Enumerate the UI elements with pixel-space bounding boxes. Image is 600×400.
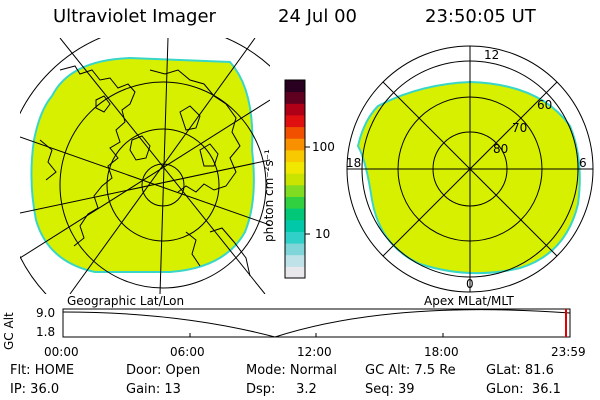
status-ip: IP: 36.0 [10, 382, 60, 397]
mlt-label-18: 18 [346, 156, 362, 170]
colorbar-band [285, 103, 305, 116]
colorbar-band [285, 208, 305, 221]
colorbar-band [285, 138, 305, 151]
mlt-label-12: 12 [484, 48, 500, 62]
mlt-label-0: 0 [466, 277, 474, 291]
colorbar-band [285, 196, 305, 209]
colorbar-band [285, 80, 305, 93]
status-gain: Gain: 13 [126, 382, 181, 397]
status-mode: Mode: Normal [246, 363, 337, 378]
colorbar-band [285, 184, 305, 197]
colorbar-unit-label: photon cm⁻²s⁻¹ [262, 149, 276, 242]
colorbar-tick-10: 10 [315, 227, 331, 241]
altitude-ylabel: GC Alt [2, 312, 16, 350]
mlt-label-6: 6 [579, 156, 587, 170]
altitude-ytick-high: 9.0 [36, 306, 56, 320]
altitude-xtick-2: 12:00 [297, 345, 332, 359]
altitude-xtick-0: 00:00 [44, 345, 79, 359]
time-label: 23:50:05 UT [425, 6, 536, 27]
status-flight: Flt: HOME [10, 363, 75, 378]
status-seq: Seq: 39 [365, 382, 415, 397]
colorbar-band [285, 149, 305, 163]
status-door: Door: Open [126, 363, 201, 378]
status-gc-alt: GC Alt: 7.5 Re [365, 363, 456, 378]
colorbar-band [285, 219, 305, 232]
colorbar-band [285, 254, 305, 267]
altitude-curve [62, 309, 571, 338]
status-dsp: Dsp: 3.2 [246, 382, 317, 397]
instrument-title: Ultraviolet Imager [53, 6, 216, 27]
colorbar-band [285, 243, 305, 256]
mlat-label-60: 60 [537, 98, 553, 112]
mlat-label-70: 70 [512, 121, 528, 135]
status-glon: GLon: 36.1 [486, 382, 561, 397]
colorbar-band [285, 266, 305, 279]
altitude-ytick-low: 1.8 [36, 325, 56, 339]
status-glat: GLat: 81.6 [486, 363, 554, 378]
colorbar-band [285, 173, 305, 186]
uv-image-left [30, 56, 255, 273]
colorbar-tick-100: 100 [312, 140, 335, 154]
mlat-label-80: 80 [493, 142, 509, 156]
colorbar-band [285, 114, 305, 128]
altitude-xtick-3: 18:00 [424, 345, 459, 359]
date-label: 24 Jul 00 [278, 6, 357, 27]
colorbar-band [285, 91, 305, 104]
apex-caption: Apex MLat/MLT [424, 294, 514, 308]
colorbar-band [285, 126, 305, 139]
colorbar-band [285, 161, 305, 174]
geographic-caption: Geographic Lat/Lon [67, 294, 185, 308]
colorbar-band [285, 231, 305, 244]
altitude-xtick-1: 06:00 [170, 345, 205, 359]
altitude-xtick-4: 23:59 [551, 345, 586, 359]
